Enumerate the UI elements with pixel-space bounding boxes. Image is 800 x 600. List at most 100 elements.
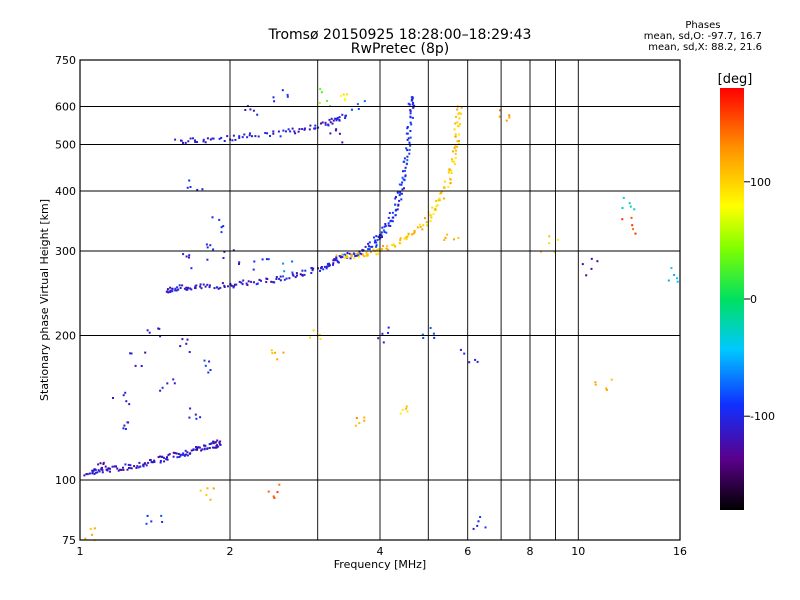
- echo-point: [382, 341, 385, 344]
- echo-point: [431, 206, 434, 209]
- echo-point: [94, 471, 97, 474]
- echo-point: [204, 285, 207, 288]
- echo-point: [272, 96, 275, 99]
- echo-point: [419, 223, 421, 226]
- echo-point: [375, 244, 378, 247]
- echo-point: [188, 416, 191, 419]
- echo-point: [166, 290, 169, 293]
- echo-point: [192, 137, 194, 140]
- echo-point: [206, 137, 209, 140]
- echo-point: [277, 130, 280, 133]
- echo-point: [140, 365, 143, 367]
- echo-point: [454, 152, 457, 155]
- echo-point: [101, 471, 104, 474]
- echo-point: [249, 108, 252, 111]
- echo-point: [128, 467, 130, 469]
- echo-point: [185, 286, 188, 289]
- echo-point: [190, 449, 193, 452]
- echo-point: [168, 453, 171, 456]
- echo-point: [282, 129, 285, 132]
- echo-point: [630, 216, 633, 219]
- echo-point: [194, 285, 197, 288]
- echo-point: [88, 472, 91, 475]
- echo-point: [400, 192, 403, 195]
- echo-point: [194, 287, 196, 289]
- echo-point: [358, 255, 361, 258]
- echo-point: [187, 286, 189, 289]
- echo-point: [447, 171, 450, 174]
- echo-point: [133, 465, 136, 468]
- echo-point: [548, 242, 551, 245]
- echo-point: [457, 236, 460, 239]
- echo-point: [160, 514, 163, 517]
- echo-point: [257, 135, 260, 138]
- echo-point: [341, 141, 344, 144]
- echo-point: [279, 275, 282, 278]
- echo-point: [320, 267, 323, 270]
- echo-point: [188, 179, 191, 182]
- echo-point: [196, 448, 199, 451]
- echo-point: [203, 359, 206, 362]
- echo-point: [204, 364, 207, 367]
- echo-point: [454, 149, 457, 152]
- echo-point: [186, 288, 189, 291]
- y-axis-label: Stationary phase Virtual Height [km]: [38, 199, 51, 401]
- echo-point: [266, 278, 269, 280]
- echo-point: [377, 248, 380, 251]
- echo-point: [273, 497, 276, 499]
- echo-point: [219, 286, 222, 289]
- echo-point: [400, 183, 403, 186]
- echo-point: [220, 231, 223, 234]
- echo-point: [124, 391, 127, 394]
- colorbar-tick-label: -100: [750, 410, 775, 423]
- echo-point: [411, 116, 414, 119]
- echo-point: [303, 273, 306, 276]
- echo-point: [376, 239, 379, 241]
- echo-point: [189, 287, 192, 290]
- echo-point: [383, 225, 386, 228]
- echo-point: [390, 219, 393, 222]
- echo-point: [238, 280, 241, 283]
- echo-point: [137, 466, 140, 469]
- echo-point: [336, 117, 339, 119]
- echo-point: [144, 462, 147, 465]
- echo-point: [438, 199, 441, 202]
- echo-point: [406, 132, 409, 135]
- echo-point: [163, 460, 166, 463]
- echo-point: [159, 335, 162, 338]
- echo-point: [335, 119, 338, 122]
- echo-point: [407, 102, 410, 105]
- echo-point: [363, 100, 366, 103]
- echo-point: [91, 533, 94, 536]
- echo-point: [124, 428, 127, 430]
- echo-point: [159, 459, 162, 462]
- echo-point: [314, 127, 317, 130]
- echo-point: [350, 255, 353, 258]
- echo-point: [253, 260, 256, 263]
- echo-point: [83, 474, 86, 477]
- echo-point: [454, 157, 457, 159]
- echo-point: [476, 360, 479, 363]
- echo-point: [272, 281, 275, 284]
- echo-point: [425, 221, 428, 224]
- echo-point: [402, 178, 405, 181]
- echo-point: [128, 403, 131, 406]
- echo-point: [498, 115, 501, 118]
- echo-point: [187, 140, 190, 143]
- colorbar-tick-label: 100: [750, 176, 771, 189]
- echo-point: [424, 217, 426, 220]
- y-tick-label: 100: [55, 474, 76, 487]
- echo-point: [407, 137, 410, 140]
- echo-point: [212, 248, 215, 251]
- echo-point: [435, 200, 438, 202]
- echo-point: [178, 284, 181, 287]
- echo-point: [195, 417, 198, 420]
- echo-point: [184, 141, 187, 144]
- x-axis-label: Frequency [MHz]: [334, 558, 426, 571]
- echo-point: [351, 108, 353, 111]
- echo-point: [129, 464, 132, 467]
- echo-point: [472, 527, 475, 530]
- echo-point: [403, 187, 405, 190]
- echo-point: [135, 466, 138, 469]
- echo-point: [134, 364, 137, 367]
